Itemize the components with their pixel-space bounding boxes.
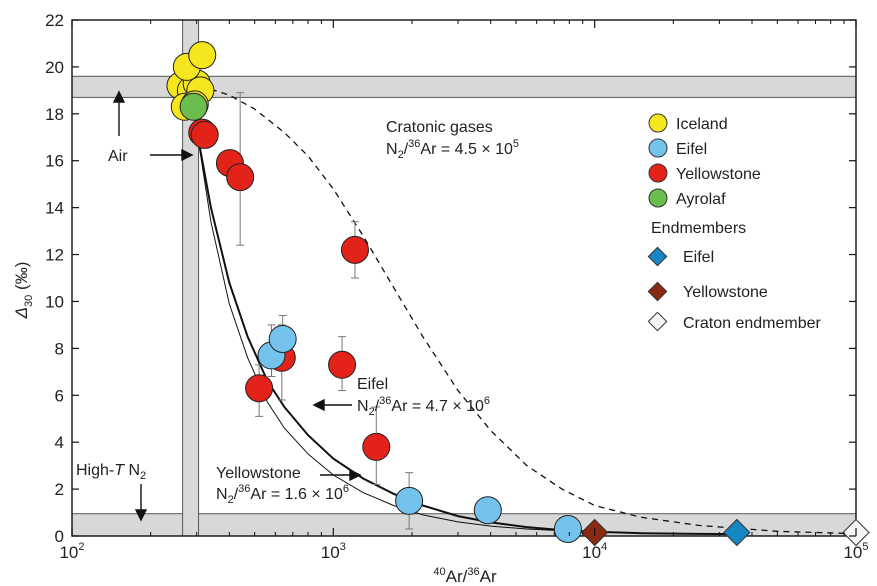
hight-n2-label: High-T N2	[76, 462, 146, 482]
y-tick-label: 20	[45, 58, 64, 77]
yellowstone-point	[362, 432, 391, 461]
legend-marker-yellowstone	[648, 163, 668, 183]
legend-label-ayrolaf: Ayrolaf	[676, 191, 726, 208]
x-tick-label: 105	[843, 541, 868, 562]
x-label-end: Ar	[480, 567, 497, 586]
x-tick-label: 102	[59, 541, 84, 562]
iceland-point	[188, 41, 217, 70]
eifel-curve-formula: N2/36Ar = 4.7 × 106	[357, 395, 490, 418]
data-points	[166, 41, 870, 547]
yellowstone-point	[226, 163, 255, 192]
yellowstone-rest: Ar = 1.6 × 10	[250, 486, 343, 503]
legend-label-yellowstone: Yellowstone	[676, 166, 761, 183]
y-tick-label: 22	[45, 11, 64, 30]
y-label-unit: (‰)	[12, 262, 31, 295]
yellowstone-point	[190, 120, 219, 149]
hight-t: T	[114, 462, 125, 479]
eifel-slash: /	[375, 398, 380, 415]
legend-marker-yellowstone-endmember	[647, 281, 668, 302]
cratonic-formula: N2/36Ar = 4.5 × 105	[386, 138, 519, 161]
y-tick-label: 14	[45, 199, 64, 218]
legend-marker-ayrolaf	[648, 188, 668, 208]
yellowstone-curve-formula: N2/36Ar = 1.6 × 106	[216, 483, 349, 506]
ayrolaf-point	[179, 92, 208, 121]
cratonic-rest: Ar = 4.5 × 10	[420, 141, 513, 158]
yellowstone-point	[245, 374, 274, 403]
air-arrow-up-head	[112, 90, 126, 103]
eifel-point	[268, 324, 297, 353]
legend-marker-iceland	[648, 113, 668, 133]
y-tick-label: 18	[45, 105, 64, 124]
y-label-symbol: Δ	[12, 307, 31, 319]
air-label: Air	[108, 148, 128, 165]
cratonic-sup: 36	[408, 138, 420, 150]
yellowstone-slash: /	[234, 486, 239, 503]
y-tick-label: 12	[45, 246, 64, 265]
cratonic-slash: /	[404, 141, 409, 158]
legend-label-yellowstone-endmember: Yellowstone	[683, 284, 768, 301]
legend-label-craton-endmember: Craton endmember	[683, 315, 822, 332]
yellowstone-sub: 2	[228, 494, 234, 506]
annotations: Cratonic gases N2/36Ar = 4.5 × 105 Eifel…	[76, 90, 519, 522]
plot-border	[71, 19, 857, 537]
eifel-curve-title: Eifel	[357, 376, 388, 393]
cratonic-sub: 2	[398, 149, 404, 161]
eifel-point	[395, 486, 424, 515]
yellowstone-arrow-head	[349, 468, 362, 482]
eifel-arrow-head	[312, 398, 325, 412]
x-label-mid: Ar/	[446, 567, 468, 586]
y-tick-label: 10	[45, 292, 64, 311]
mixing-curve-yellowstone	[196, 130, 595, 533]
legend-marker-eifel	[648, 138, 668, 158]
x-tick-label: 104	[582, 541, 607, 562]
eifel-point	[553, 514, 582, 543]
x-axis-ticks: 102 103 104 105	[59, 20, 869, 562]
mixing-curve-craton	[200, 85, 857, 535]
cratonic-title: Cratonic gases	[386, 119, 493, 136]
annotation-arrows	[112, 90, 362, 522]
y-axis-label: Δ30 (‰)	[12, 262, 35, 320]
yellowstone-exp: 6	[343, 483, 349, 495]
y-tick-label: 4	[55, 433, 64, 452]
x-label-sup2: 36	[467, 566, 479, 578]
y-tick-label: 2	[55, 480, 64, 499]
eifel-point	[473, 496, 502, 525]
eifel-sub: 2	[369, 406, 375, 418]
legend: Iceland Eifel Yellowstone Ayrolaf Endmem…	[647, 113, 822, 332]
cratonic-n: N	[386, 141, 398, 158]
x-label-sup: 40	[433, 566, 445, 578]
plot-frame	[71, 19, 857, 537]
hight-a: High-	[76, 462, 114, 479]
legend-label-iceland: Iceland	[676, 116, 728, 133]
yellowstone-sup: 36	[238, 483, 250, 495]
eifel-endmember-point	[723, 518, 751, 547]
eifel-n: N	[357, 398, 369, 415]
legend-marker-eifel-endmember	[647, 246, 668, 267]
y-tick-label: 8	[55, 339, 64, 358]
yellowstone-point	[328, 350, 357, 379]
cratonic-exp: 5	[513, 138, 519, 150]
eifel-exp: 6	[484, 395, 490, 407]
hight-sub: 2	[140, 470, 146, 482]
legend-label-eifel: Eifel	[676, 141, 707, 158]
legend-endmembers-title: Endmembers	[651, 220, 746, 237]
yellowstone-n: N	[216, 486, 228, 503]
x-tick-label: 103	[321, 541, 346, 562]
hight-b: N	[124, 462, 140, 479]
legend-marker-craton-endmember	[647, 311, 668, 332]
legend-label-eifel-endmember: Eifel	[683, 249, 714, 266]
yellowstone-curve-title: Yellowstone	[216, 465, 301, 482]
x-axis-label: 40Ar/36Ar	[433, 566, 497, 586]
air-arrow-right-head	[181, 148, 194, 162]
eifel-sup: 36	[379, 395, 391, 407]
hight-arrow-head	[134, 509, 148, 522]
eifel-rest: Ar = 4.7 × 10	[391, 398, 484, 415]
y-tick-label: 6	[55, 386, 64, 405]
y-label-sub: 30	[23, 295, 35, 307]
y-tick-label: 16	[45, 152, 64, 171]
y-tick-label: 0	[55, 527, 64, 546]
yellowstone-point	[340, 235, 369, 264]
